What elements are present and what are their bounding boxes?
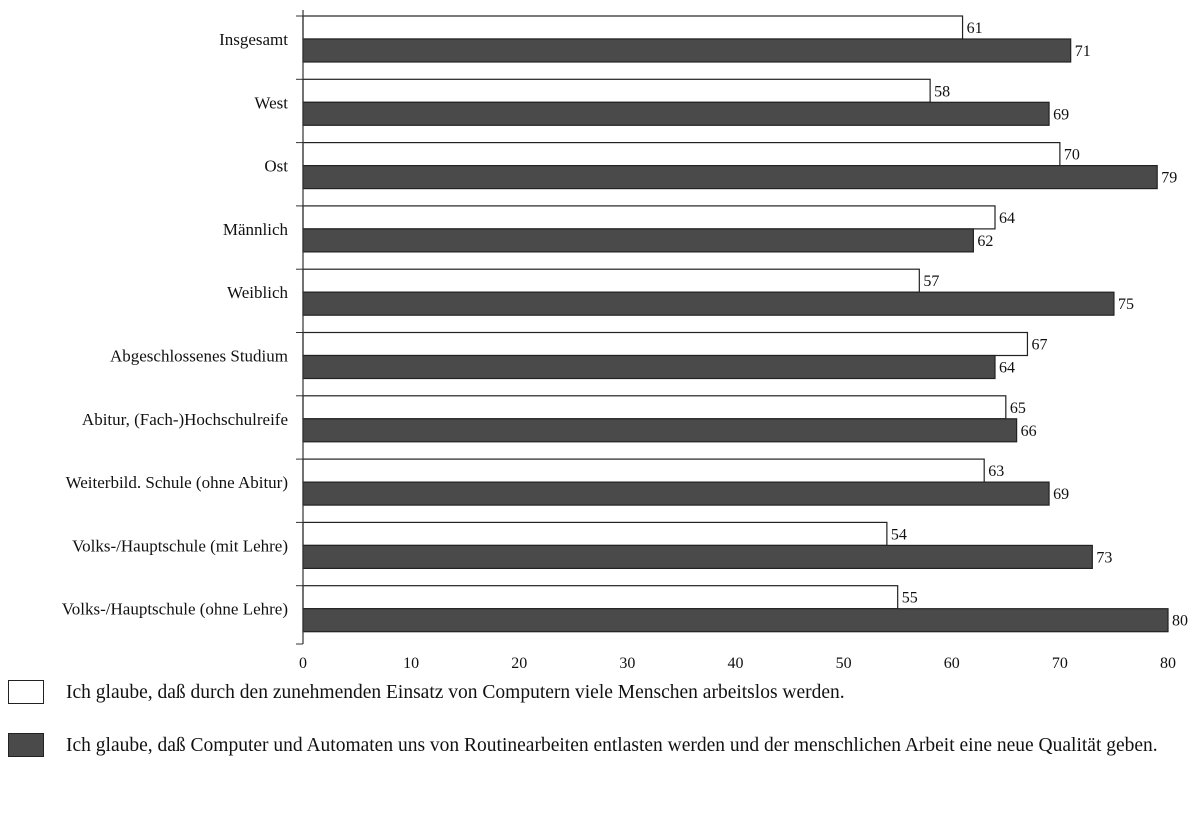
bar-series-2 (302, 608, 1169, 633)
data-label: 54 (891, 526, 907, 543)
bars (302, 15, 1169, 633)
bar-series-1 (302, 395, 1007, 420)
data-label: 70 (1064, 147, 1080, 164)
x-tick-label: 50 (836, 655, 852, 672)
x-tick-label: 80 (1160, 655, 1176, 672)
data-label: 75 (1118, 296, 1134, 313)
bar-series-2 (302, 101, 1050, 126)
data-label: 55 (902, 590, 918, 607)
data-label: 80 (1172, 613, 1188, 630)
data-label: 58 (934, 83, 950, 100)
category-label: Ost (264, 157, 288, 176)
x-tick-labels: 0 10 20 30 40 50 60 70 80 (299, 655, 1176, 672)
bar-series-2 (302, 291, 1115, 316)
legend-item-2: Ich glaube, daß Computer und Automaten u… (8, 732, 1186, 759)
data-label: 61 (967, 20, 983, 37)
category-label: Abitur, (Fach-)Hochschulreife (82, 410, 288, 429)
bar-series-2 (302, 418, 1018, 443)
category-label: Volks-/Hauptschule (mit Lehre) (72, 536, 288, 555)
legend-swatch-light (8, 680, 44, 704)
data-label: 65 (1010, 400, 1026, 417)
data-label: 64 (999, 210, 1015, 227)
x-tick-label: 20 (511, 655, 527, 672)
x-tick-label: 0 (299, 655, 307, 672)
legend-text-1: Ich glaube, daß durch den zunehmenden Ei… (66, 682, 845, 703)
x-tick-label: 40 (728, 655, 744, 672)
bar-series-1 (302, 142, 1061, 167)
data-label: 71 (1075, 43, 1091, 60)
bar-series-2 (302, 354, 996, 380)
bar-chart: Insgesamt West Ost Männlich Weiblich Abgeschl… (62, 10, 1188, 672)
data-label: 57 (923, 273, 939, 290)
data-label: 62 (977, 233, 993, 250)
data-label: 67 (1031, 337, 1047, 354)
bar-series-1 (302, 78, 931, 103)
axes (296, 10, 304, 645)
x-tick-label: 60 (944, 655, 960, 672)
bar-series-1 (302, 585, 899, 610)
bar-series-2 (302, 544, 1093, 570)
category-label: Männlich (223, 220, 289, 239)
bar-series-2 (302, 165, 1158, 190)
category-label: Abgeschlossenes Studium (110, 347, 288, 366)
legend-swatch-dark (8, 733, 44, 757)
bar-series-1 (302, 521, 888, 547)
legend-text-2: Ich glaube, daß Computer und Automaten u… (66, 735, 1158, 756)
category-label: West (254, 93, 288, 112)
data-label: 73 (1096, 549, 1112, 566)
category-label: Weiblich (227, 283, 288, 302)
data-label: 66 (1021, 423, 1037, 440)
legend-item-1: Ich glaube, daß durch den zunehmenden Ei… (8, 679, 1186, 706)
data-label: 64 (999, 360, 1015, 377)
data-label: 69 (1053, 106, 1069, 123)
x-tick-label: 10 (403, 655, 419, 672)
x-tick-label: 30 (619, 655, 635, 672)
bar-series-1 (302, 15, 964, 40)
category-label: Weiterbild. Schule (ohne Abitur) (66, 473, 288, 492)
data-label: 63 (988, 463, 1004, 480)
category-label: Insgesamt (219, 30, 288, 49)
category-label: Volks-/Hauptschule (ohne Lehre) (62, 600, 288, 619)
bar-series-2 (302, 481, 1050, 506)
bar-series-1 (302, 331, 1029, 357)
bar-series-2 (302, 38, 1072, 63)
bar-series-1 (302, 268, 920, 293)
category-labels: Insgesamt West Ost Männlich Weiblich Abgeschl… (62, 30, 289, 619)
data-label: 69 (1053, 486, 1069, 503)
value-labels: 61 71 58 69 70 79 64 62 57 75 67 64 65 66 63 69 54 73 55 80 (891, 20, 1188, 630)
data-label: 79 (1161, 170, 1177, 187)
x-tick-label: 70 (1052, 655, 1068, 672)
bar-series-2 (302, 228, 974, 253)
bar-series-1 (302, 458, 985, 483)
bar-series-1 (302, 205, 996, 230)
